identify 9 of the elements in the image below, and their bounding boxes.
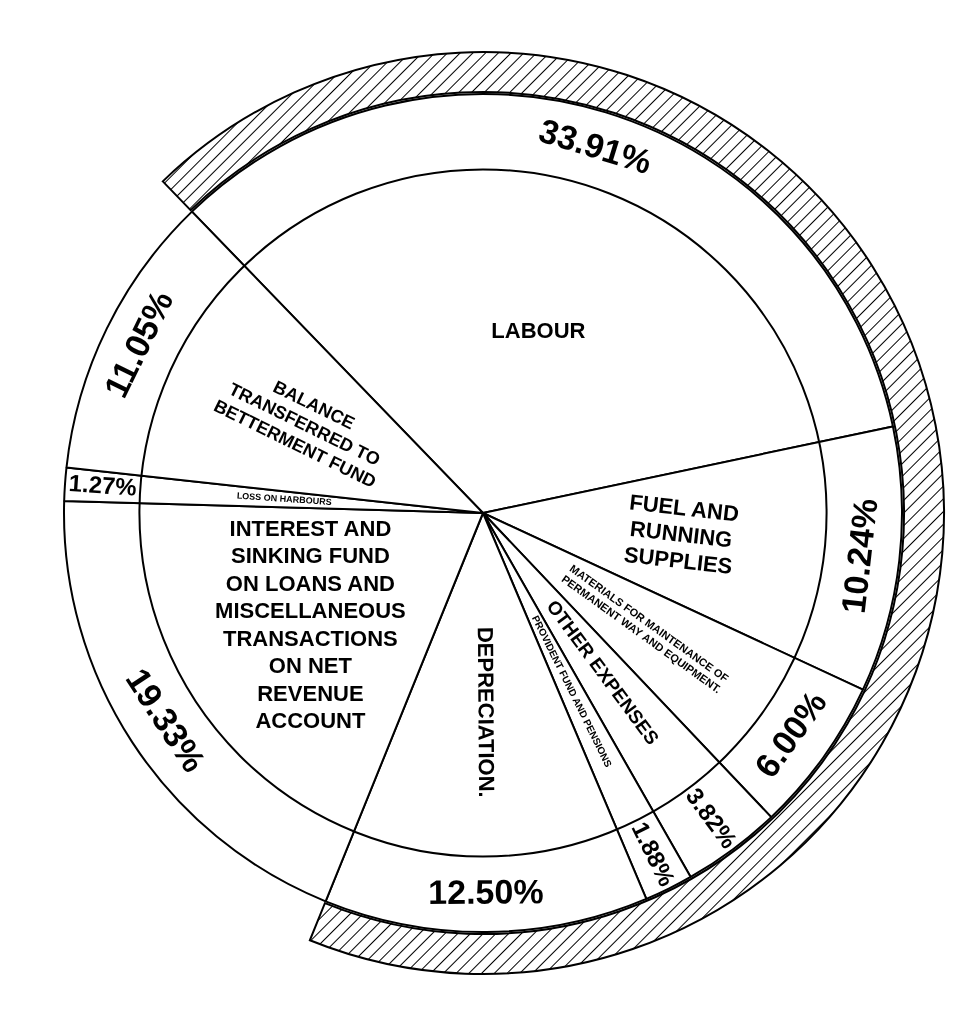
slice-label: LOSS ON HARBOURS [236,490,332,508]
data-label: 1.27% [67,469,138,501]
slice-label: LABOUR [491,318,586,344]
slice-label: FUEL AND RUNNING SUPPLIES [622,489,741,579]
data-label: 10.24% [833,496,885,616]
slice-label: DEPRECIATION. [472,626,500,798]
slice-label: INTEREST AND SINKING FUND ON LOANS AND MISCELLANEOUS TRANSACTIONS ON NET REVENUE ACCOUNT [215,515,406,734]
data-label: 12.50% [428,872,544,912]
data-label: 33.91% [534,110,657,181]
